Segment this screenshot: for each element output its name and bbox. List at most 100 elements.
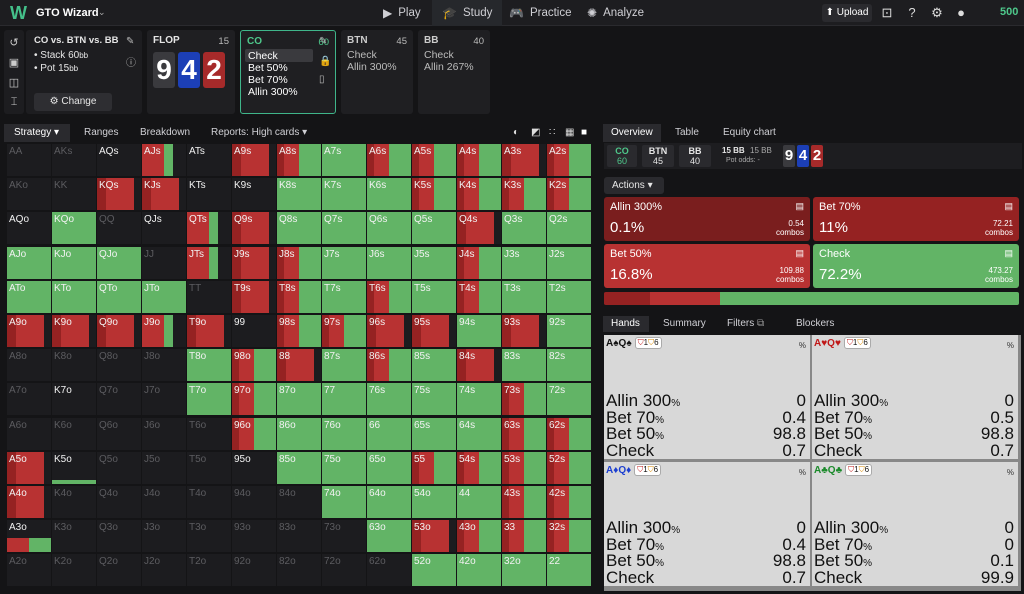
hand-cell[interactable]: T8s [277, 280, 321, 313]
hand-cell[interactable]: 64s [457, 417, 501, 450]
gear-icon[interactable]: ⚙ [931, 5, 943, 20]
hand-cell[interactable]: Q9s [232, 212, 276, 245]
hand-cell[interactable]: Q9o [97, 315, 141, 347]
hand-cell[interactable]: 97o [232, 383, 276, 416]
action-box-allin[interactable]: Allin 300% 0.1% 0.54 combos ▤ [604, 197, 810, 241]
bb-node[interactable]: BB 40 Check Allin 267% [418, 30, 490, 114]
hand-cell[interactable]: 76o [322, 417, 366, 450]
list-icon[interactable]: ▤ [1004, 248, 1013, 258]
hand-cell[interactable]: 83o [277, 520, 321, 553]
hand-cell[interactable]: T2o [187, 554, 231, 587]
co-action-bet70[interactable]: Bet 70% [248, 74, 288, 86]
hand-cell[interactable]: Q2s [547, 212, 591, 245]
lock-icon[interactable]: 🔒 [319, 56, 332, 67]
hand-cell[interactable]: 94s [457, 315, 501, 347]
hand-cell[interactable]: KJo [52, 246, 96, 279]
hand-cell[interactable]: K3s [502, 178, 546, 211]
tab-hands[interactable]: Hands [603, 316, 649, 332]
hand-cell[interactable]: AJo [7, 246, 51, 279]
hand-cell[interactable]: A7o [7, 383, 51, 416]
hand-cell[interactable]: A8o [7, 349, 51, 382]
list-icon[interactable]: ▤ [795, 248, 804, 258]
hand-cell[interactable]: 43o [457, 520, 501, 553]
hand-cell[interactable]: J2o [142, 554, 186, 587]
hand-cell[interactable]: T4s [457, 280, 501, 313]
hand-cell[interactable]: 74s [457, 383, 501, 416]
hand-cell[interactable]: 42s [547, 486, 591, 518]
player-bb[interactable]: BB 40 [679, 145, 711, 167]
hand-cell[interactable]: A9o [7, 315, 51, 347]
hand-cell[interactable]: K8s [277, 178, 321, 211]
hand-cell[interactable]: J8o [142, 349, 186, 382]
hand-cell[interactable]: K7s [322, 178, 366, 211]
hand-cell[interactable]: KTo [52, 280, 96, 313]
hand-cell[interactable]: ATs [187, 144, 231, 176]
hand-cell[interactable]: 92s [547, 315, 591, 347]
hand-cell[interactable]: A2s [547, 144, 591, 176]
btn-node[interactable]: BTN 45 Check Allin 300% [341, 30, 413, 114]
hand-cell[interactable]: QTs [187, 212, 231, 245]
hand-cell[interactable]: Q3o [97, 520, 141, 553]
hand-cell[interactable]: 98s [277, 315, 321, 347]
hand-cell[interactable]: 44 [457, 486, 501, 518]
edit-pencil-icon[interactable]: ✎ [126, 36, 135, 47]
player-btn[interactable]: BTN 45 [642, 145, 674, 167]
hand-cell[interactable]: Q4o [97, 486, 141, 518]
hand-cell[interactable]: K4s [457, 178, 501, 211]
hand-cell[interactable]: 75s [412, 383, 456, 416]
action-box-bet50[interactable]: Bet 50% 16.8% 109.88 combos ▤ [604, 244, 810, 288]
co-node[interactable]: CO 60 Check Bet 50% Bet 70% Allin 300% [240, 30, 336, 114]
hand-cell[interactable]: 32o [502, 554, 546, 587]
hand-cell[interactable]: K9s [232, 178, 276, 211]
hand-cell[interactable]: KTs [187, 178, 231, 211]
tab-ranges[interactable]: Ranges [84, 127, 119, 138]
hand-cell[interactable]: QJo [97, 246, 141, 279]
hand-cell[interactable]: 43s [502, 486, 546, 518]
hand-cell[interactable]: Q3s [502, 212, 546, 245]
hand-cell[interactable]: AKo [7, 178, 51, 211]
tab-summary[interactable]: Summary [663, 318, 706, 329]
hand-cell[interactable]: 52s [547, 451, 591, 484]
hand-cell[interactable]: KJs [142, 178, 186, 211]
btn-action-check[interactable]: Check [347, 49, 377, 61]
hand-cell[interactable]: K6o [52, 417, 96, 450]
hand-cell[interactable]: 66 [367, 417, 411, 450]
hand-cell[interactable]: 99 [232, 315, 276, 347]
hand-cell[interactable]: 84o [277, 486, 321, 518]
hand-cell[interactable]: QQ [97, 212, 141, 245]
btn-action-allin[interactable]: Allin 300% [347, 61, 397, 73]
hand-cell[interactable]: 72s [547, 383, 591, 416]
tab-table[interactable]: Table [675, 127, 699, 138]
hand-cell[interactable]: A5o [7, 451, 51, 484]
hand-cell[interactable]: T3s [502, 280, 546, 313]
chevron-down-icon[interactable]: ⌄ [98, 7, 106, 17]
hand-cell[interactable]: 74o [322, 486, 366, 518]
hand-cell[interactable]: A3o [7, 520, 51, 553]
hand-cell[interactable]: T6o [187, 417, 231, 450]
hand-cell[interactable]: K9o [52, 315, 96, 347]
tab-strategy[interactable]: Strategy ▾ [4, 124, 70, 142]
tab-equity-chart[interactable]: Equity chart [723, 127, 776, 138]
hand-cell[interactable]: 82o [277, 554, 321, 587]
hand-cell[interactable]: J3s [502, 246, 546, 279]
hand-cell[interactable]: K8o [52, 349, 96, 382]
hand-cell[interactable]: K2o [52, 554, 96, 587]
hand-cell[interactable]: J5s [412, 246, 456, 279]
hand-cell[interactable]: A4o [7, 486, 51, 518]
hand-cell[interactable]: Q4s [457, 212, 501, 245]
player-co[interactable]: CO 60 [607, 145, 637, 167]
hand-cell[interactable]: 85o [277, 451, 321, 484]
hand-cell[interactable]: 53o [412, 520, 456, 553]
hand-cell[interactable]: J7o [142, 383, 186, 416]
hand-cell[interactable]: Q7s [322, 212, 366, 245]
hand-cell[interactable]: 55 [412, 451, 456, 484]
hand-cell[interactable]: 82s [547, 349, 591, 382]
tab-filters[interactable]: Filters ⧉ [727, 316, 764, 332]
hand-cell[interactable]: J6s [367, 246, 411, 279]
hand-cell[interactable]: J5o [142, 451, 186, 484]
hand-cell[interactable]: 62o [367, 554, 411, 587]
hand-cell[interactable]: A2o [7, 554, 51, 587]
hand-cell[interactable]: 65s [412, 417, 456, 450]
hand-cell[interactable]: QTo [97, 280, 141, 313]
hand-cell[interactable]: K5o [52, 451, 96, 484]
